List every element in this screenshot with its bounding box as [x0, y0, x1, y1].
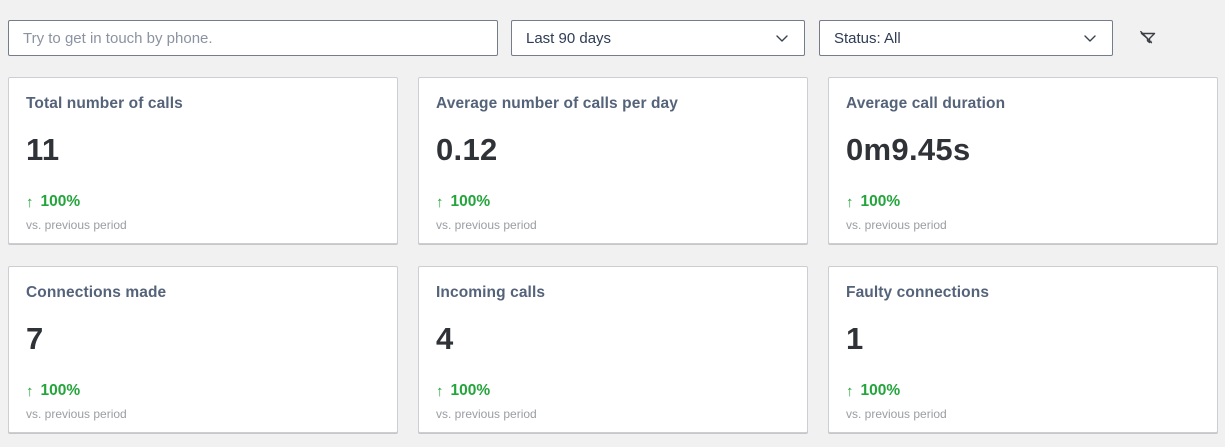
chevron-down-icon: [1082, 30, 1098, 46]
card-caption: vs. previous period: [436, 218, 537, 232]
stats-card-grid: Total number of calls 11 ↑ 100% vs. prev…: [0, 56, 1225, 433]
status-select[interactable]: Status: All: [819, 20, 1113, 56]
card-title: Connections made: [26, 284, 167, 301]
card-title: Total number of calls: [26, 95, 183, 112]
delta-percentage: 100%: [450, 382, 491, 399]
arrow-up-icon: ↑: [26, 382, 34, 400]
search-input[interactable]: [8, 20, 498, 56]
card-title: Faulty connections: [846, 284, 990, 301]
stat-card-incoming-calls: Incoming calls 4 ↑ 100% vs. previous per…: [418, 266, 808, 433]
card-title: Average number of calls per day: [436, 95, 679, 112]
card-delta: ↑ 100%: [436, 193, 791, 211]
filter-off-icon: [1138, 28, 1159, 49]
card-value: 1: [846, 321, 864, 356]
arrow-up-icon: ↑: [846, 382, 854, 400]
card-value: 11: [26, 132, 60, 167]
card-delta: ↑ 100%: [436, 382, 791, 400]
stat-card-faulty-connections: Faulty connections 1 ↑ 100% vs. previous…: [828, 266, 1218, 433]
delta-percentage: 100%: [450, 193, 491, 210]
stat-card-connections-made: Connections made 7 ↑ 100% vs. previous p…: [8, 266, 398, 433]
filter-toolbar: Last 90 days Status: All: [0, 0, 1225, 56]
delta-percentage: 100%: [40, 382, 81, 399]
card-value: 7: [26, 321, 44, 356]
card-value: 4: [436, 321, 454, 356]
status-value: Status: All: [834, 29, 901, 47]
delta-percentage: 100%: [860, 382, 901, 399]
card-delta: ↑ 100%: [846, 193, 1201, 211]
card-caption: vs. previous period: [436, 407, 537, 421]
delta-percentage: 100%: [860, 193, 901, 210]
arrow-up-icon: ↑: [436, 382, 444, 400]
card-caption: vs. previous period: [846, 407, 947, 421]
card-title: Incoming calls: [436, 284, 546, 301]
card-caption: vs. previous period: [26, 407, 127, 421]
arrow-up-icon: ↑: [26, 193, 34, 211]
clear-filters-button[interactable]: [1133, 23, 1163, 53]
card-value: 0m9.45s: [846, 132, 971, 167]
card-caption: vs. previous period: [26, 218, 127, 232]
card-title: Average call duration: [846, 95, 1006, 112]
stat-card-avg-call-duration: Average call duration 0m9.45s ↑ 100% vs.…: [828, 77, 1218, 244]
date-range-select[interactable]: Last 90 days: [511, 20, 805, 56]
stat-card-avg-calls-per-day: Average number of calls per day 0.12 ↑ 1…: [418, 77, 808, 244]
arrow-up-icon: ↑: [436, 193, 444, 211]
stat-card-total-calls: Total number of calls 11 ↑ 100% vs. prev…: [8, 77, 398, 244]
chevron-down-icon: [774, 30, 790, 46]
arrow-up-icon: ↑: [846, 193, 854, 211]
card-caption: vs. previous period: [846, 218, 947, 232]
card-delta: ↑ 100%: [846, 382, 1201, 400]
card-delta: ↑ 100%: [26, 193, 381, 211]
delta-percentage: 100%: [40, 193, 81, 210]
date-range-value: Last 90 days: [526, 29, 612, 47]
card-value: 0.12: [436, 132, 498, 167]
card-delta: ↑ 100%: [26, 382, 381, 400]
